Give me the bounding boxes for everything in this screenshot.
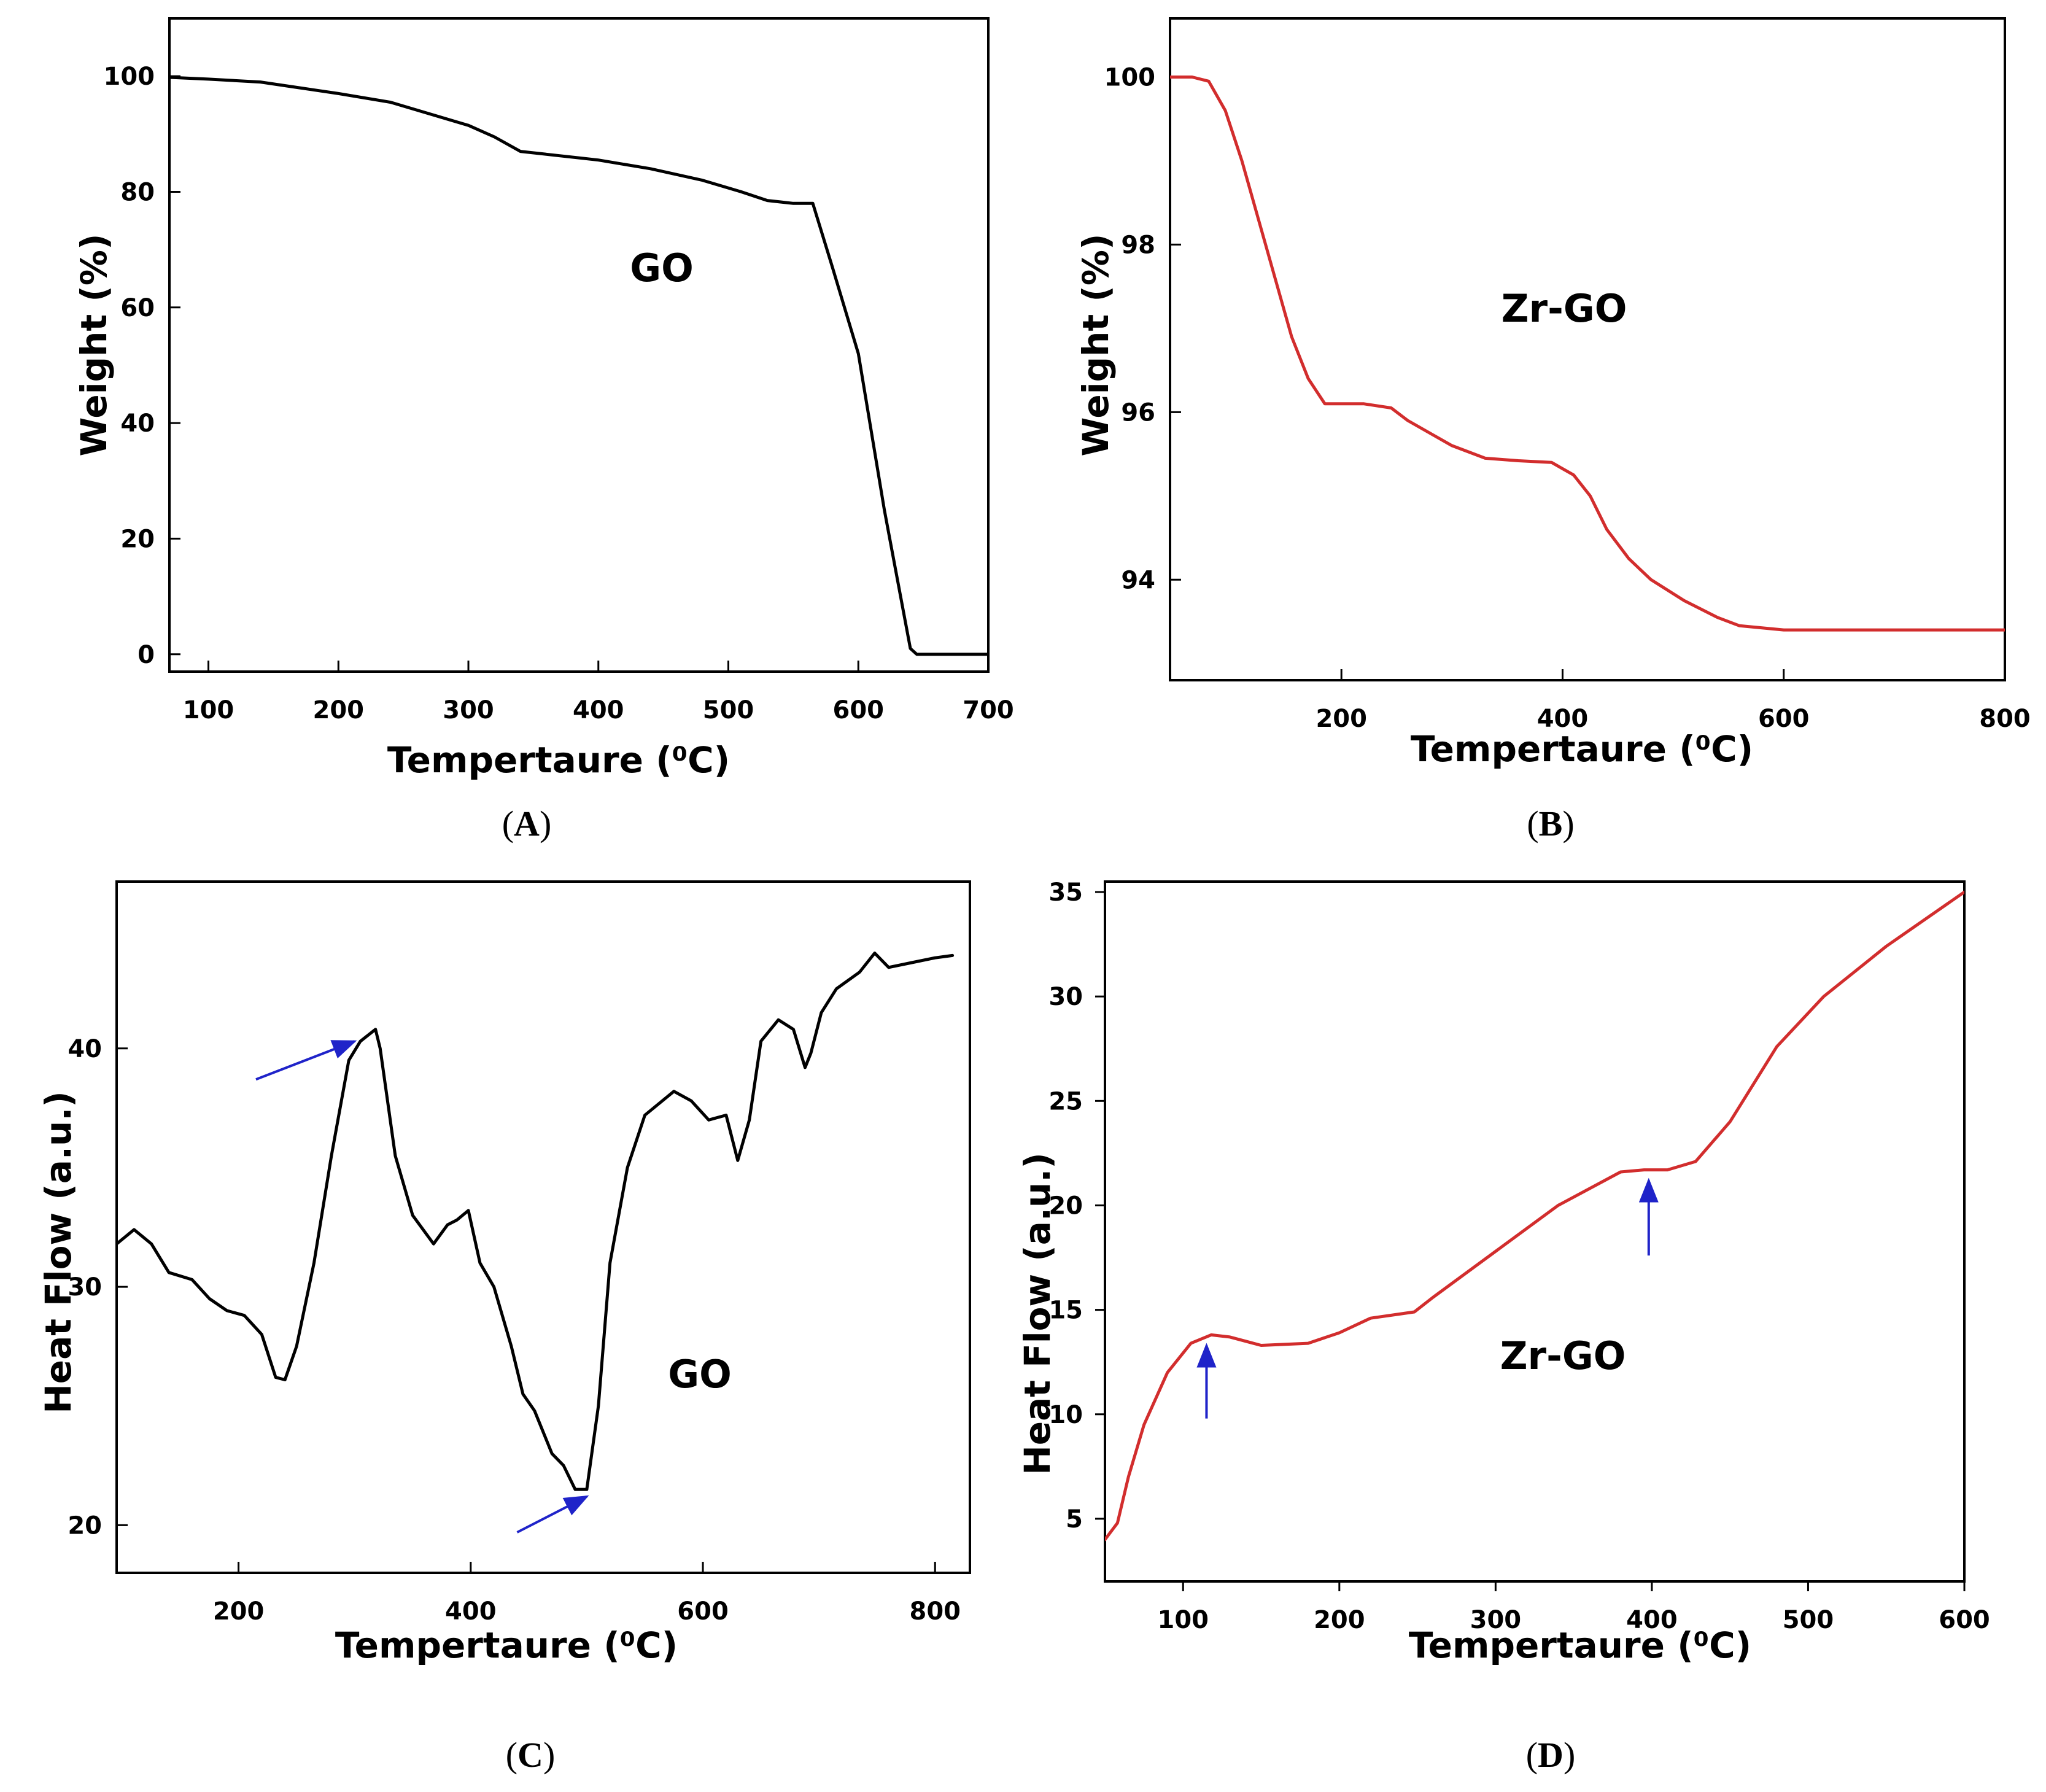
chart-c: 200 400 600 800 20 30 40 Tempertaure (⁰C) Heat F… bbox=[37, 880, 971, 1666]
chart-b-y-tick-label: 100 bbox=[1104, 64, 1156, 92]
chart-b-y-tick-label: 98 bbox=[1121, 231, 1155, 259]
caption-d-label: D bbox=[1538, 1735, 1564, 1775]
chart-d-y-tick-label: 30 bbox=[1048, 983, 1083, 1011]
panel-b: 200 400 600 800 94 96 98 100 Tempertaure (⁰C) Wei… bbox=[1023, 0, 2046, 859]
chart-a-y-tick-label: 60 bbox=[120, 294, 155, 322]
chart-d-x-tick-label: 600 bbox=[1939, 1606, 1990, 1634]
chart-b-y-tick-label: 96 bbox=[1121, 398, 1155, 427]
chart-d-sample-label: Zr-GO bbox=[1500, 1333, 1626, 1378]
caption-c: (C) bbox=[505, 1735, 556, 1775]
chart-a-y-tick-label: 40 bbox=[120, 409, 155, 438]
chart-a-y-tick-label: 80 bbox=[120, 178, 155, 206]
chart-b: 200 400 600 800 94 96 98 100 Tempertaure (⁰C) Wei… bbox=[1075, 17, 2031, 770]
chart-d-x-tick-label: 200 bbox=[1314, 1606, 1365, 1634]
caption-d: (D) bbox=[1525, 1735, 1576, 1775]
chart-a-x-tick-label: 500 bbox=[703, 696, 754, 724]
chart-b-x-tick-label: 200 bbox=[1316, 705, 1367, 733]
chart-d-y-tick-label: 35 bbox=[1048, 879, 1083, 907]
panel-a: 100 200 300 400 500 600 700 0 20 40 60 80 100 Tempert… bbox=[0, 0, 1023, 859]
chart-c-arrow bbox=[255, 1040, 357, 1081]
chart-a-y-axis-title: Weight (%) bbox=[73, 234, 115, 457]
caption-a-label: A bbox=[514, 804, 540, 844]
caption-a: (A) bbox=[502, 804, 552, 844]
chart-d-y-tick-label: 15 bbox=[1048, 1297, 1083, 1325]
chart-b-x-axis-title: Tempertaure (⁰C) bbox=[1411, 728, 1753, 770]
chart-a-x-tick-label: 600 bbox=[833, 696, 885, 724]
chart-a-x-tick-label: 300 bbox=[443, 696, 494, 724]
chart-a-series-line bbox=[169, 76, 988, 656]
chart-d-y-axis-title: Heat Flow (a.u.) bbox=[1017, 1152, 1058, 1475]
chart-d-x-tick-label: 300 bbox=[1470, 1606, 1522, 1634]
chart-c-x-axis-title: Tempertaure (⁰C) bbox=[335, 1624, 678, 1666]
chart-a-x-tick-label: 100 bbox=[183, 696, 234, 724]
chart-c-x-tick-label: 800 bbox=[910, 1597, 961, 1626]
chart-d-plot-frame bbox=[1104, 880, 1966, 1583]
chart-a-y-tick-label: 100 bbox=[104, 63, 155, 91]
chart-b-plot-frame bbox=[1169, 17, 2006, 681]
chart-c-plot-frame bbox=[115, 880, 971, 1574]
chart-c-y-tick-label: 20 bbox=[68, 1511, 102, 1540]
chart-c-y-axis-title: Heat Flow (a.u.) bbox=[37, 1091, 79, 1414]
chart-a-x-tick-label: 700 bbox=[963, 696, 1014, 724]
chart-b-sample-label: Zr-GO bbox=[1502, 286, 1627, 331]
chart-a-x-tick-label: 400 bbox=[573, 696, 624, 724]
chart-b-x-tick-label: 600 bbox=[1758, 705, 1810, 733]
chart-b-series-line bbox=[1170, 76, 2005, 632]
chart-d-x-axis-title: Tempertaure (⁰C) bbox=[1409, 1624, 1751, 1666]
chart-c-sample-label: GO bbox=[668, 1352, 732, 1397]
chart-c-arrow bbox=[516, 1495, 589, 1534]
panel-d: 100 200 300 400 500 600 5 10 15 20 25 30 35 Tempertau… bbox=[1017, 859, 2046, 1792]
chart-a-sample-label: GO bbox=[630, 246, 694, 290]
chart-b-x-tick-label: 400 bbox=[1537, 705, 1589, 733]
chart-d-x-tick-label: 100 bbox=[1158, 1606, 1209, 1634]
chart-c-x-tick-label: 400 bbox=[445, 1597, 497, 1626]
chart-a-y-tick-label: 0 bbox=[138, 641, 155, 669]
chart-c-series-line bbox=[117, 952, 955, 1491]
caption-b: (B) bbox=[1527, 804, 1575, 844]
chart-a: 100 200 300 400 500 600 700 0 20 40 60 80 100 Tempert… bbox=[73, 17, 1014, 781]
chart-c-x-tick-label: 600 bbox=[677, 1597, 729, 1626]
chart-a-y-tick-label: 20 bbox=[120, 525, 155, 553]
caption-c-label: C bbox=[517, 1735, 543, 1775]
chart-d-y-tick-label: 10 bbox=[1048, 1401, 1083, 1429]
caption-b-label: B bbox=[1538, 804, 1563, 844]
panel-c: 200 400 600 800 20 30 40 Tempertaure (⁰C) Heat F… bbox=[0, 859, 1023, 1792]
chart-d-y-tick-label: 25 bbox=[1048, 1087, 1083, 1115]
chart-b-y-tick-label: 94 bbox=[1121, 566, 1155, 594]
chart-a-plot-frame bbox=[168, 17, 990, 673]
chart-d-series-line bbox=[1105, 890, 1964, 1542]
chart-d-y-tick-label: 5 bbox=[1066, 1505, 1083, 1534]
chart-a-x-axis-title: Tempertaure (⁰C) bbox=[387, 739, 730, 781]
chart-d-x-tick-label: 500 bbox=[1783, 1606, 1834, 1634]
chart-c-y-tick-label: 40 bbox=[68, 1035, 102, 1063]
chart-b-x-tick-label: 800 bbox=[1979, 705, 2031, 733]
chart-d-y-tick-label: 20 bbox=[1048, 1192, 1083, 1220]
chart-b-y-axis-title: Weight (%) bbox=[1075, 234, 1117, 457]
chart-d-x-tick-label: 400 bbox=[1626, 1606, 1678, 1634]
chart-c-x-tick-label: 200 bbox=[213, 1597, 265, 1626]
chart-a-x-tick-label: 200 bbox=[313, 696, 365, 724]
chart-c-y-tick-label: 30 bbox=[68, 1273, 102, 1301]
chart-d: 100 200 300 400 500 600 5 10 15 20 25 30 35 Tempertau… bbox=[1017, 879, 1990, 1666]
